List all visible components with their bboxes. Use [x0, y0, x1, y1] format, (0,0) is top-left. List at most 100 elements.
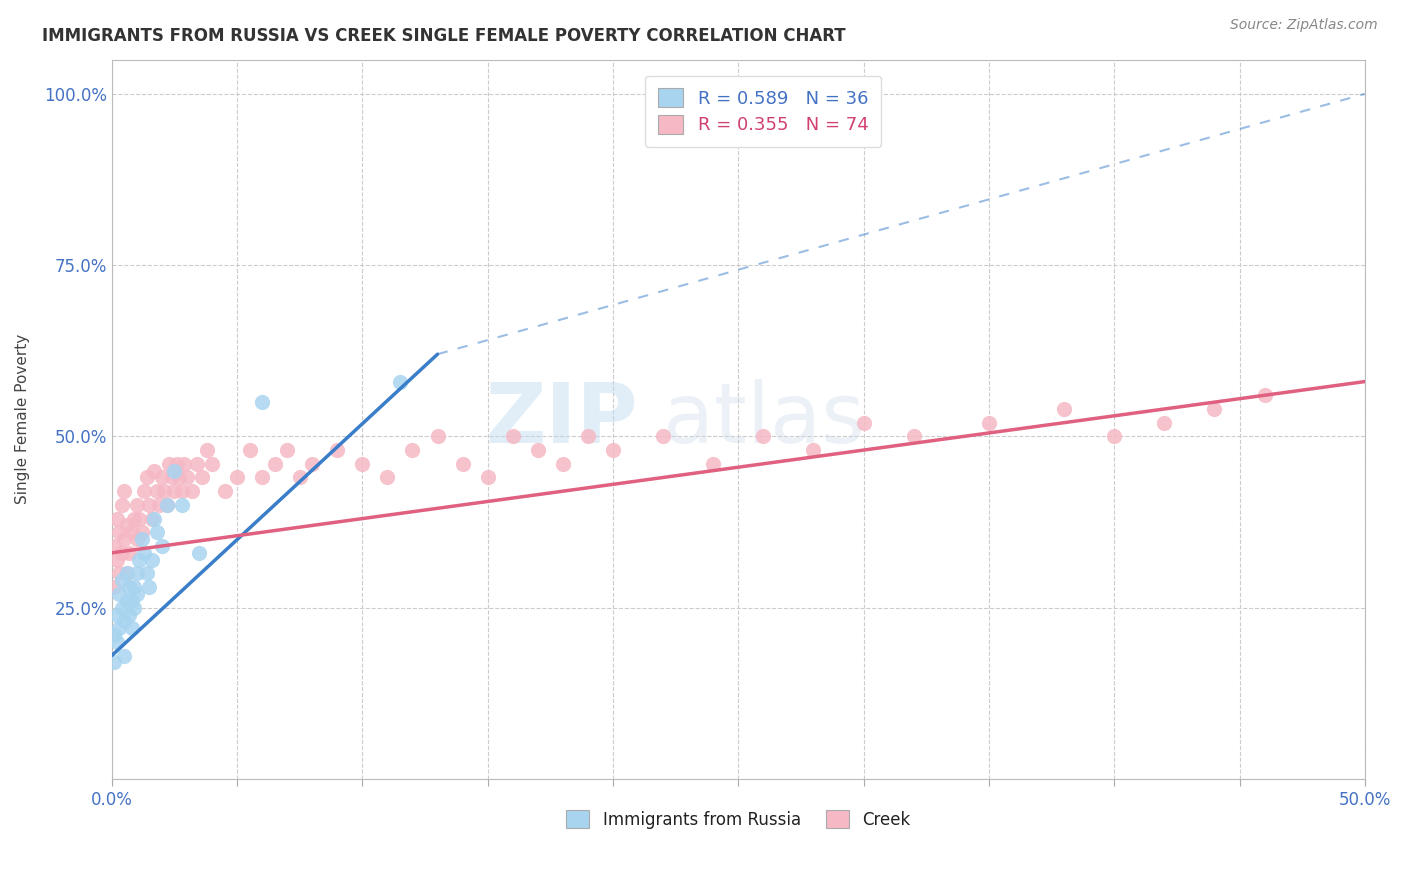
Point [176, 470, 198, 484]
Point [103, 656, 125, 670]
Point [426, 429, 449, 443]
Point [727, 107, 749, 121]
Point [502, 429, 524, 443]
Point [124, 600, 146, 615]
Point [148, 498, 170, 512]
Point [146, 525, 169, 540]
Point [191, 470, 214, 484]
Point [163, 464, 186, 478]
Point [108, 621, 131, 635]
Point [121, 621, 143, 635]
Point [115, 566, 138, 581]
Point [752, 429, 775, 443]
Point [135, 566, 157, 581]
Point [803, 443, 825, 458]
Point [108, 525, 131, 540]
Point [128, 511, 150, 525]
Point [141, 511, 163, 525]
Point [108, 566, 131, 581]
Point [903, 429, 925, 443]
Y-axis label: Single Female Poverty: Single Female Poverty [15, 334, 30, 504]
Point [250, 470, 273, 484]
Point [169, 470, 191, 484]
Point [160, 470, 183, 484]
Point [166, 457, 188, 471]
Text: atlas: atlas [664, 379, 865, 459]
Point [214, 484, 236, 499]
Point [1053, 402, 1076, 417]
Point [125, 587, 148, 601]
Point [156, 498, 179, 512]
Point [143, 464, 166, 478]
Point [288, 470, 311, 484]
Point [352, 457, 374, 471]
Text: IMMIGRANTS FROM RUSSIA VS CREEK SINGLE FEMALE POVERTY CORRELATION CHART: IMMIGRANTS FROM RUSSIA VS CREEK SINGLE F… [42, 27, 846, 45]
Point [150, 470, 173, 484]
Point [170, 498, 193, 512]
Point [124, 580, 146, 594]
Point [143, 511, 166, 525]
Text: Source: ZipAtlas.com: Source: ZipAtlas.com [1230, 18, 1378, 32]
Point [105, 552, 128, 566]
Point [153, 484, 176, 499]
Point [115, 594, 138, 608]
Point [125, 566, 148, 581]
Point [226, 470, 249, 484]
Point [1153, 416, 1175, 430]
Point [201, 457, 224, 471]
Point [131, 532, 153, 546]
Point [121, 594, 143, 608]
Point [239, 443, 262, 458]
Point [1102, 429, 1125, 443]
Point [138, 498, 160, 512]
Text: ZIP: ZIP [485, 379, 638, 459]
Point [115, 518, 138, 533]
Point [111, 546, 134, 560]
Point [401, 443, 423, 458]
Point [111, 498, 134, 512]
Point [125, 532, 148, 546]
Point [652, 429, 675, 443]
Point [301, 457, 323, 471]
Point [1204, 402, 1226, 417]
Point [181, 484, 204, 499]
Point [146, 484, 169, 499]
Point [276, 443, 298, 458]
Point [977, 416, 1000, 430]
Point [134, 484, 156, 499]
Point [250, 395, 273, 409]
Point [103, 580, 125, 594]
Point [526, 443, 548, 458]
Point [141, 552, 163, 566]
Point [134, 546, 156, 560]
Point [111, 574, 134, 588]
Point [125, 498, 148, 512]
Point [157, 457, 180, 471]
Point [173, 457, 195, 471]
Point [163, 484, 186, 499]
Point [602, 443, 624, 458]
Point [135, 470, 157, 484]
Point [1253, 388, 1275, 402]
Point [124, 511, 146, 525]
Point [103, 628, 125, 642]
Point [131, 525, 153, 540]
Point [121, 525, 143, 540]
Point [118, 546, 141, 560]
Point [105, 511, 128, 525]
Point [103, 539, 125, 553]
Point [195, 443, 218, 458]
Point [112, 648, 135, 663]
Point [186, 457, 208, 471]
Point [852, 416, 875, 430]
Point [118, 607, 141, 622]
Point [111, 600, 134, 615]
Point [112, 532, 135, 546]
Point [112, 615, 135, 629]
Point [128, 552, 150, 566]
Point [108, 587, 131, 601]
Legend: Immigrants from Russia, Creek: Immigrants from Russia, Creek [560, 804, 917, 835]
Point [188, 546, 211, 560]
Point [702, 457, 724, 471]
Point [150, 539, 173, 553]
